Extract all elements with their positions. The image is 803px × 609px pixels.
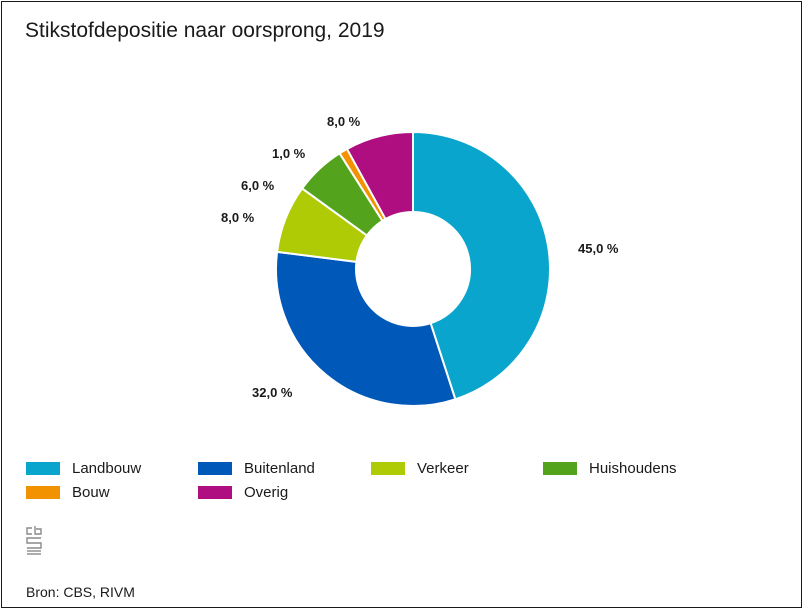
legend-label: Bouw	[72, 484, 110, 501]
legend-label: Overig	[244, 484, 289, 501]
legend-label: Buitenland	[244, 460, 315, 477]
donut-slice-landbouw[interactable]	[412, 130, 551, 401]
donut-chart: 45,0 % 32,0 % 8,0 % 6,0 % 1,0 % 8,0 %	[221, 114, 619, 407]
legend-swatch	[198, 486, 232, 499]
data-label-verkeer: 8,0 %	[221, 210, 255, 225]
legend-item-buitenland[interactable]: Buitenland	[198, 460, 315, 477]
legend-item-overig[interactable]: Overig	[198, 484, 288, 501]
legend-label: Verkeer	[417, 460, 469, 477]
legend-label: Landbouw	[72, 460, 142, 477]
legend-item-huishoudens[interactable]: Huishoudens	[543, 460, 677, 477]
legend-item-verkeer[interactable]: Verkeer	[371, 460, 469, 477]
chart-title: Stikstofdepositie naar oorsprong, 2019	[25, 19, 385, 42]
legend-swatch	[543, 462, 577, 475]
source-note: Bron: CBS, RIVM	[26, 584, 135, 600]
legend-swatch	[371, 462, 405, 475]
legend-label: Huishoudens	[589, 460, 677, 477]
cbs-logo-icon	[26, 526, 42, 555]
legend-item-bouw[interactable]: Bouw	[26, 484, 110, 501]
data-label-buitenland: 32,0 %	[252, 385, 293, 400]
legend-row: Landbouw Buitenland Verkeer Huishoudens	[26, 460, 786, 484]
donut-slice-buitenland[interactable]	[275, 250, 457, 407]
legend-swatch	[198, 462, 232, 475]
data-label-landbouw: 45,0 %	[578, 241, 619, 256]
legend-row: Bouw Overig	[26, 484, 786, 508]
donut-slice-overig[interactable]	[345, 130, 414, 221]
data-label-huishoudens: 6,0 %	[241, 178, 275, 193]
legend-item-landbouw[interactable]: Landbouw	[26, 460, 141, 477]
data-label-overig: 8,0 %	[327, 114, 361, 129]
data-label-bouw: 1,0 %	[272, 146, 306, 161]
chart-legend: Landbouw Buitenland Verkeer Huishoudens …	[26, 460, 786, 508]
legend-swatch	[26, 486, 60, 499]
legend-swatch	[26, 462, 60, 475]
